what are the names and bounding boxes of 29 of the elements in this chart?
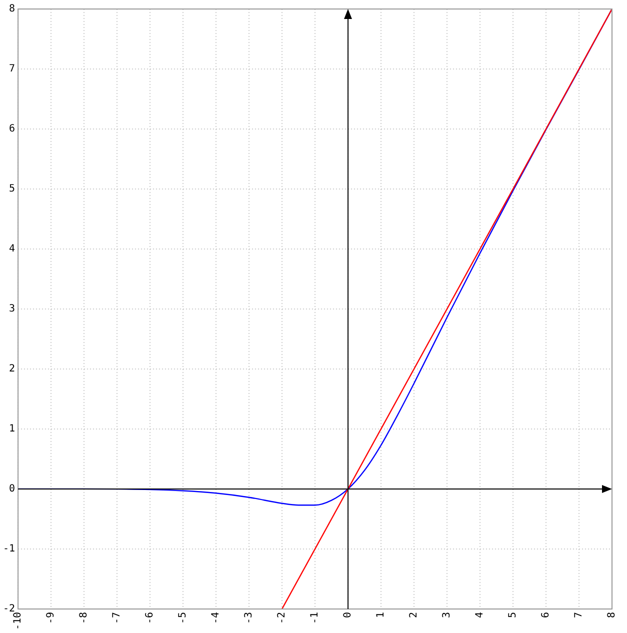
x-tick-label: 6 bbox=[540, 612, 552, 618]
x-tick-label: -7 bbox=[112, 612, 123, 624]
x-tick-label: 0 bbox=[342, 612, 354, 618]
x-tick-label: -4 bbox=[210, 612, 222, 624]
x-tick-label: 4 bbox=[474, 612, 486, 618]
x-tick-label: -3 bbox=[244, 612, 255, 624]
y-tick-label: -1 bbox=[2, 544, 16, 555]
x-tick-label: -1 bbox=[310, 612, 321, 624]
y-tick-label: 0 bbox=[9, 484, 16, 495]
x-tick-label: 1 bbox=[376, 612, 387, 618]
x-tick-label: 7 bbox=[574, 612, 585, 618]
x-tick-label: -8 bbox=[78, 612, 90, 624]
x-tick-label: 3 bbox=[442, 612, 453, 618]
x-tick-label: -6 bbox=[144, 612, 156, 624]
y-tick-label: 5 bbox=[9, 184, 16, 195]
x-tick-label: -5 bbox=[178, 612, 189, 624]
x-tick-label: -9 bbox=[46, 612, 57, 624]
y-tick-label: 6 bbox=[9, 124, 16, 135]
y-tick-label: 3 bbox=[9, 304, 16, 315]
x-tick-label: -2 bbox=[276, 612, 288, 624]
y-tick-label: 2 bbox=[9, 364, 16, 375]
x-tick-label: 2 bbox=[408, 612, 420, 618]
x-tick-label: 5 bbox=[508, 612, 519, 618]
y-tick-label: 1 bbox=[9, 424, 16, 435]
x-tick-label: 8 bbox=[606, 612, 618, 618]
x-tick-label: -10 bbox=[12, 612, 24, 630]
y-tick-label: 4 bbox=[9, 244, 16, 255]
y-tick-label: 7 bbox=[9, 64, 16, 75]
y-tick-label: 8 bbox=[9, 4, 16, 15]
